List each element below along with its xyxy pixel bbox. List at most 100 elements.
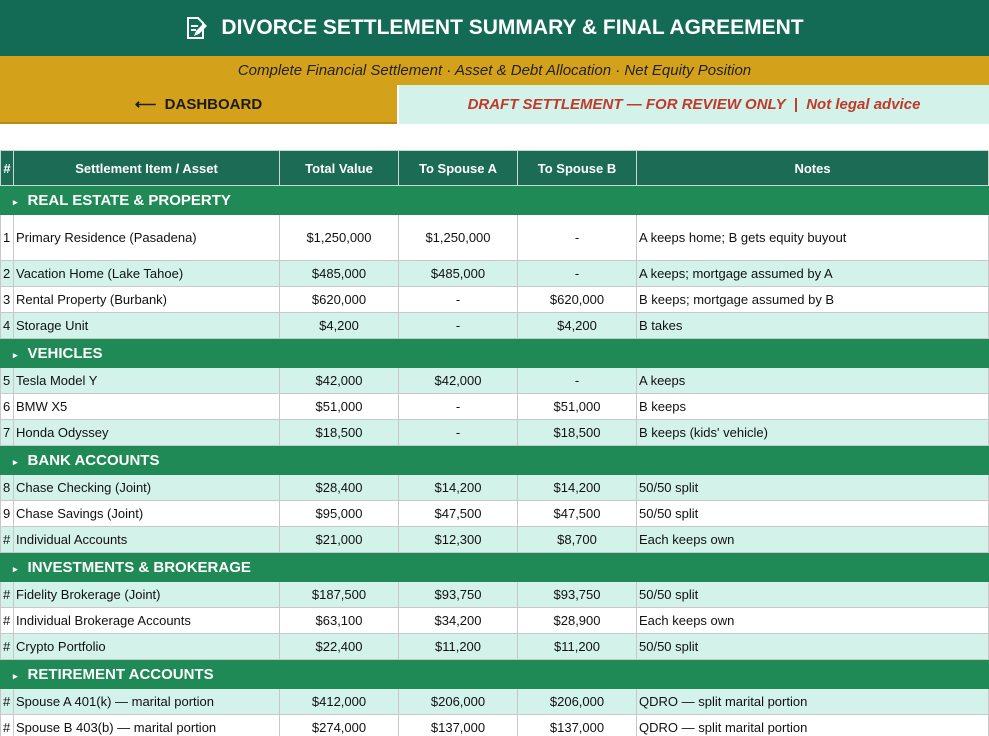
- cell: $93,750: [398, 581, 518, 608]
- cell: Chase Savings (Joint): [13, 500, 280, 527]
- cell: $51,000: [517, 393, 637, 420]
- cell: $11,200: [398, 633, 518, 660]
- cell: $4,200: [279, 312, 399, 339]
- section-row: ▸ REAL ESTATE & PROPERTY: [0, 185, 989, 215]
- cell: -: [517, 214, 637, 261]
- data-row: 1 Primary Residence (Pasadena) $1,250,000 $…: [0, 214, 989, 261]
- section-marker: ▸: [13, 456, 18, 467]
- cell: $412,000: [279, 688, 399, 715]
- cell: Honda Odyssey: [13, 419, 280, 446]
- cell: B keeps: [636, 393, 989, 420]
- data-row: # Individual Brokerage Accounts $63,100 $34…: [0, 607, 989, 634]
- section-marker: ▸: [13, 563, 18, 574]
- dashboard-button[interactable]: ⟵ DASHBOARD: [0, 85, 397, 124]
- cell: #: [0, 526, 14, 553]
- cell: Spouse A 401(k) — marital portion: [13, 688, 280, 715]
- section-marker: ▸: [13, 670, 18, 681]
- column-header: Total Value: [279, 150, 399, 186]
- nav-row: ⟵ DASHBOARD DRAFT SETTLEMENT — FOR REVIE…: [0, 85, 989, 124]
- cell: $12,300: [398, 526, 518, 553]
- cell: -: [398, 312, 518, 339]
- doc-icon: [187, 17, 208, 39]
- cell: $14,200: [517, 474, 637, 501]
- column-header: #: [0, 150, 14, 186]
- data-row: 8 Chase Checking (Joint) $28,400 $14,200 $14…: [0, 474, 989, 501]
- cell: $28,400: [279, 474, 399, 501]
- cell: $137,000: [517, 714, 637, 736]
- cell: 50/50 split: [636, 581, 989, 608]
- cell: Crypto Portfolio: [13, 633, 280, 660]
- cell: $42,000: [398, 367, 518, 394]
- cell: $47,500: [517, 500, 637, 527]
- cell: B keeps; mortgage assumed by B: [636, 286, 989, 313]
- data-row: 2 Vacation Home (Lake Tahoe) $485,000 $485,…: [0, 260, 989, 287]
- cell: QDRO — split marital portion: [636, 688, 989, 715]
- cell: Each keeps own: [636, 607, 989, 634]
- cell: 6: [0, 393, 14, 420]
- section-title: ▸ BANK ACCOUNTS: [0, 445, 989, 475]
- cell: A keeps; mortgage assumed by A: [636, 260, 989, 287]
- cell: -: [517, 367, 637, 394]
- data-row: 3 Rental Property (Burbank) $620,000- $620,…: [0, 286, 989, 313]
- data-row: 4 Storage Unit $4,200- $4,200 B takes: [0, 312, 989, 339]
- cell: -: [398, 393, 518, 420]
- cell: A keeps home; B gets equity buyout: [636, 214, 989, 261]
- cell: 2: [0, 260, 14, 287]
- cell: 5: [0, 367, 14, 394]
- section-title: ▸ VEHICLES: [0, 338, 989, 368]
- cell: 7: [0, 419, 14, 446]
- cell: $47,500: [398, 500, 518, 527]
- cell: $51,000: [279, 393, 399, 420]
- cell: $21,000: [279, 526, 399, 553]
- data-row: # Crypto Portfolio $22,400 $11,200 $11,200 50…: [0, 633, 989, 660]
- cell: $34,200: [398, 607, 518, 634]
- cell: -: [398, 419, 518, 446]
- column-header: To Spouse B: [517, 150, 637, 186]
- section-row: ▸ VEHICLES: [0, 338, 989, 368]
- data-row: # Spouse A 401(k) — marital portion $412,0…: [0, 688, 989, 715]
- cell: $1,250,000: [279, 214, 399, 261]
- cell: 9: [0, 500, 14, 527]
- cell: Rental Property (Burbank): [13, 286, 280, 313]
- cell: #: [0, 581, 14, 608]
- column-header: To Spouse A: [398, 150, 518, 186]
- cell: Spouse B 403(b) — marital portion: [13, 714, 280, 736]
- cell: Tesla Model Y: [13, 367, 280, 394]
- data-row: 5 Tesla Model Y $42,000 $42,000- A keeps: [0, 367, 989, 394]
- section-label: RETIREMENT ACCOUNTS: [27, 665, 214, 683]
- cell: 50/50 split: [636, 633, 989, 660]
- draft-banner: DRAFT SETTLEMENT — FOR REVIEW ONLY | Not…: [397, 85, 989, 124]
- cell: 1: [0, 214, 14, 261]
- section-row: ▸ INVESTMENTS & BROKERAGE: [0, 552, 989, 582]
- cell: Storage Unit: [13, 312, 280, 339]
- data-row: # Spouse B 403(b) — marital portion $274,0…: [0, 714, 989, 736]
- cell: Chase Checking (Joint): [13, 474, 280, 501]
- data-row: 9 Chase Savings (Joint) $95,000 $47,500 $47,…: [0, 500, 989, 527]
- cell: $187,500: [279, 581, 399, 608]
- cell: QDRO — split marital portion: [636, 714, 989, 736]
- cell: $137,000: [398, 714, 518, 736]
- cell: $485,000: [398, 260, 518, 287]
- cell: -: [517, 260, 637, 287]
- cell: #: [0, 633, 14, 660]
- column-header: Settlement Item / Asset: [13, 150, 280, 186]
- cell: $1,250,000: [398, 214, 518, 261]
- cell: $42,000: [279, 367, 399, 394]
- cell: Individual Brokerage Accounts: [13, 607, 280, 634]
- section-marker: ▸: [13, 349, 18, 360]
- section-marker: ▸: [13, 196, 18, 207]
- title: DIVORCE SETTLEMENT SUMMARY & FINAL AGREE…: [221, 16, 804, 39]
- cell: $93,750: [517, 581, 637, 608]
- cell: $4,200: [517, 312, 637, 339]
- cell: $11,200: [517, 633, 637, 660]
- cell: Individual Accounts: [13, 526, 280, 553]
- cell: #: [0, 714, 14, 736]
- section-title: ▸ INVESTMENTS & BROKERAGE: [0, 552, 989, 582]
- subtitle: Complete Financial Settlement · Asset & …: [0, 56, 989, 85]
- cell: Fidelity Brokerage (Joint): [13, 581, 280, 608]
- cell: $274,000: [279, 714, 399, 736]
- column-header: Notes: [636, 150, 989, 186]
- data-row: # Fidelity Brokerage (Joint) $187,500 $93,7…: [0, 581, 989, 608]
- cell: $22,400: [279, 633, 399, 660]
